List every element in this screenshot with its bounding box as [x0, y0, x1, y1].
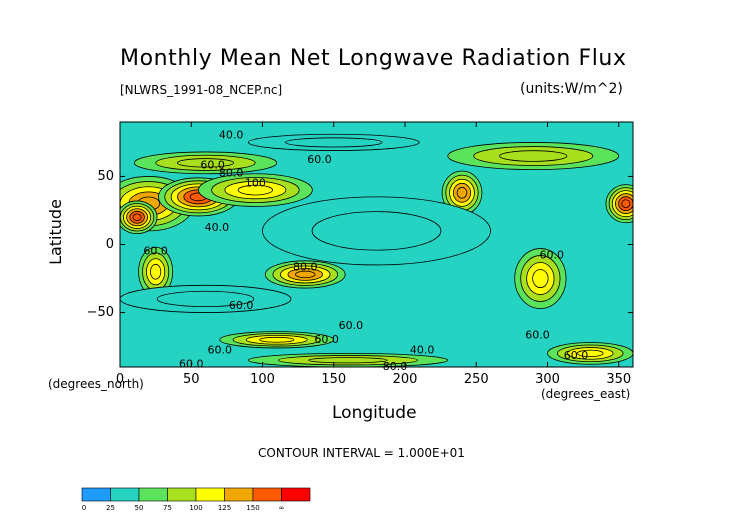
contour-label: 60.0	[525, 329, 550, 342]
field-feature	[447, 142, 620, 171]
x-tick-label: 100	[250, 372, 275, 387]
units-label: (units:W/m^2)	[520, 81, 623, 97]
contour-label: 80.0	[293, 261, 318, 274]
x-tick-label: 200	[393, 372, 418, 387]
field-feature	[547, 342, 633, 365]
x-axis-label: Longitude	[332, 403, 417, 423]
colorbar-swatch	[81, 487, 111, 502]
colorbar-swatch	[138, 487, 168, 502]
colorbar: 0 25 50 75 100 125 150 ∞	[81, 487, 311, 512]
colorbar-tick-label: 100	[189, 504, 202, 512]
contour-label: 60.0	[564, 349, 589, 362]
contour-map	[120, 122, 633, 367]
chart-title: Monthly Mean Net Longwave Radiation Flux	[120, 46, 627, 71]
contour-level	[311, 211, 442, 251]
y-tick-label: 50	[97, 169, 114, 184]
x-axis-units: (degrees_east)	[541, 387, 631, 401]
contour-level	[259, 336, 295, 343]
contour-label: 40.0	[219, 129, 244, 142]
field-feature	[264, 260, 346, 289]
contour-level	[295, 270, 316, 279]
x-tick-label: 250	[464, 372, 489, 387]
y-tick-label: 0	[106, 237, 114, 252]
contour-level	[132, 213, 142, 222]
contour-level	[156, 290, 255, 308]
x-axis: 0 50 100 150 200 250 300 350	[116, 122, 631, 387]
colorbar-tick-label: ∞	[279, 504, 285, 512]
x-tick-label: 150	[321, 372, 346, 387]
y-tick-label: −50	[87, 305, 114, 320]
colorbar-tick-label: 0	[82, 504, 86, 512]
contour-label: 60.0	[540, 248, 565, 261]
colorbar-tick-label: 125	[218, 504, 231, 512]
colorbar-swatch	[195, 487, 225, 502]
contour-level	[456, 187, 468, 199]
y-axis-units: (degrees_north)	[48, 377, 144, 391]
field-feature	[605, 184, 633, 224]
field-feature	[138, 246, 174, 297]
contour-level	[285, 137, 383, 148]
colorbar-tick-label: 25	[106, 504, 115, 512]
contour-label: 80.0	[219, 167, 244, 180]
contour-level	[576, 349, 604, 358]
field-feature	[514, 248, 567, 309]
contour-label: 60.0	[208, 344, 233, 357]
contour-level	[150, 263, 162, 280]
x-tick-label: 0	[116, 372, 124, 387]
field-feature	[441, 170, 483, 215]
chart-subtitle: [NLWRS_1991-08_NCEP.nc]	[120, 83, 283, 97]
contour-level	[177, 158, 234, 168]
field-feature	[133, 151, 278, 175]
x-tick-label: 50	[183, 372, 200, 387]
y-axis: 50 0 −50	[87, 169, 633, 320]
contour-level	[308, 357, 388, 364]
colorbar-swatch	[167, 487, 197, 502]
contour-level	[237, 184, 274, 196]
contour-level	[532, 269, 549, 288]
x-tick-label: 300	[535, 372, 560, 387]
contour-label: 60.0	[314, 333, 339, 346]
field-feature	[247, 352, 449, 367]
colorbar-swatch	[281, 487, 311, 502]
field-feature	[120, 200, 158, 235]
field-feature	[197, 173, 313, 207]
contour-label: 40.0	[410, 344, 435, 357]
colorbar-swatch	[224, 487, 254, 502]
contour-label: 40.0	[205, 221, 230, 234]
field-feature	[262, 196, 491, 266]
contour-level	[621, 199, 631, 208]
contour-label: 60.0	[200, 159, 225, 172]
contour-label: 60.0	[229, 299, 254, 312]
contour-level	[499, 150, 568, 162]
colorbar-tick-label: 50	[135, 504, 144, 512]
field-feature	[120, 284, 292, 313]
contour-interval-label: CONTOUR INTERVAL = 1.000E+01	[258, 446, 465, 460]
colorbar-swatch	[252, 487, 282, 502]
contour-label: 60.0	[339, 319, 364, 332]
field-feature	[219, 331, 335, 349]
contour-label: 100	[245, 176, 266, 189]
colorbar-tick-label: 75	[163, 504, 172, 512]
contour-labels: 40.060.060.080.010040.060.080.060.060.06…	[143, 129, 588, 373]
colorbar-tick-label: 150	[246, 504, 259, 512]
contour-label: 60.0	[307, 153, 332, 166]
x-tick-label: 350	[606, 372, 631, 387]
colorbar-swatch	[110, 487, 140, 502]
field-feature	[247, 133, 420, 151]
contour-label: 60.0	[143, 244, 168, 257]
